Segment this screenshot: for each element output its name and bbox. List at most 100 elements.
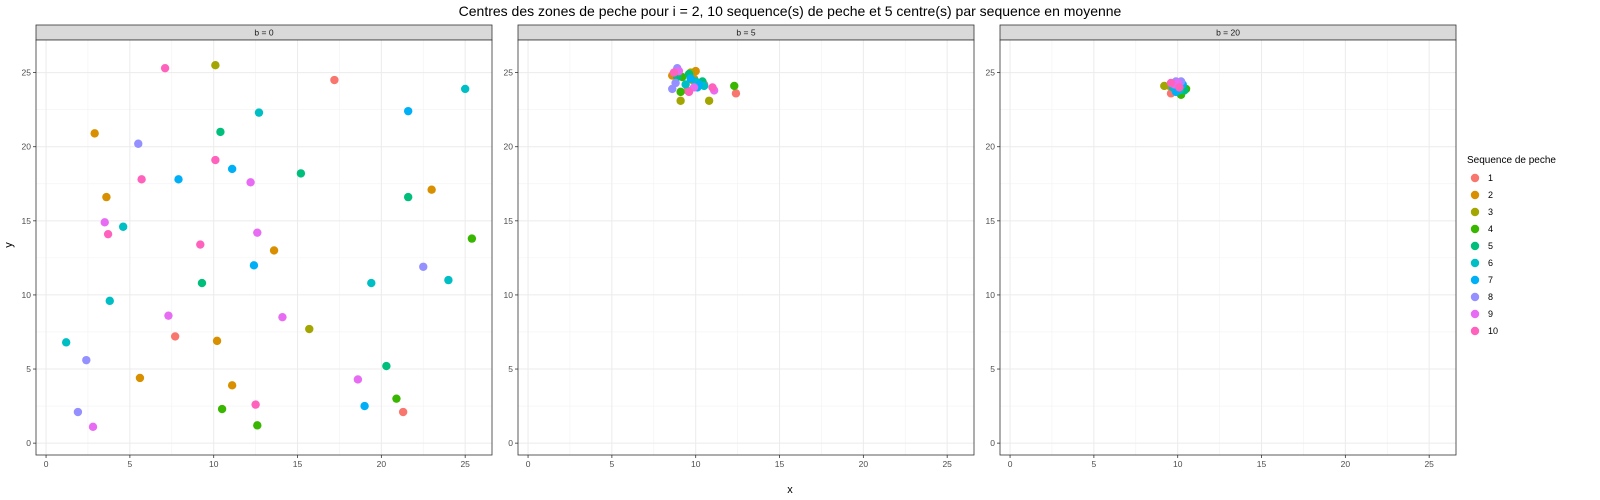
data-point-seq-4 (253, 421, 262, 430)
x-tick-label: 5 (128, 459, 133, 469)
x-tick-label: 20 (377, 459, 387, 469)
data-point-seq-7 (360, 401, 369, 411)
data-point-seq-9 (253, 228, 262, 237)
data-point-seq-5 (382, 361, 391, 371)
data-point-seq-1 (731, 89, 741, 98)
y-tick-label: 20 (504, 142, 514, 152)
legend-key (1470, 309, 1480, 319)
data-point-seq-3 (704, 96, 714, 105)
data-point-seq-5 (197, 278, 207, 288)
legend: Sequence de peche 1 2 3 4 5 6 7 8 9 10 (1467, 155, 1556, 336)
data-point-seq-2 (90, 129, 99, 138)
data-point-seq-2 (269, 246, 279, 255)
data-point-seq-10 (211, 155, 220, 165)
data-point-seq-2 (135, 373, 145, 383)
x-tick-label: 15 (1257, 459, 1267, 469)
data-point-seq-3 (676, 96, 685, 105)
x-tick-label: 5 (610, 459, 615, 469)
x-tick-label: 20 (859, 459, 869, 469)
data-point-seq-7 (403, 106, 413, 116)
legend-label: 6 (1488, 258, 1493, 268)
data-point-seq-8 (134, 139, 143, 148)
x-tick-label: 25 (460, 459, 470, 469)
legend-entry-5: 5 (1470, 241, 1493, 251)
legend-entry-7: 7 (1470, 275, 1493, 285)
y-tick-label: 10 (22, 290, 32, 300)
y-tick-label: 10 (986, 290, 996, 300)
data-point-seq-10 (708, 83, 717, 92)
legend-key (1470, 258, 1480, 268)
legend-label: 9 (1488, 309, 1493, 319)
data-point-seq-9 (246, 178, 255, 187)
legend-key (1470, 275, 1480, 285)
x-tick-label: 20 (1341, 459, 1351, 469)
x-tick-label: 10 (1173, 459, 1183, 469)
plot-background (518, 40, 974, 455)
legend-entry-6: 6 (1470, 258, 1493, 268)
data-point-seq-5 (216, 127, 225, 137)
data-point-seq-3 (305, 324, 314, 334)
facet-strip-label: b = 0 (254, 28, 273, 38)
x-tick-label: 25 (942, 459, 952, 469)
data-point-seq-9 (164, 311, 173, 320)
data-point-seq-10 (1166, 78, 1176, 88)
x-tick-label: 0 (1008, 459, 1013, 469)
data-point-seq-7 (249, 261, 259, 270)
legend-entry-1: 1 (1470, 173, 1493, 183)
facet-panel-2: b = 5 0 5 10 15 20 25 0 5 10 15 20 25 (504, 24, 975, 469)
data-point-seq-1 (170, 332, 180, 341)
x-axis-title: x (787, 484, 793, 496)
data-point-seq-9 (278, 312, 287, 322)
legend-key (1470, 292, 1480, 302)
data-point-seq-8 (73, 407, 83, 417)
data-point-seq-6 (118, 222, 128, 231)
legend-title: Sequence de peche (1467, 155, 1556, 166)
x-tick-label: 15 (293, 459, 303, 469)
data-point-seq-4 (392, 394, 401, 403)
legend-label: 7 (1488, 275, 1493, 285)
data-point-seq-6 (681, 80, 690, 89)
y-tick-label: 5 (508, 364, 513, 374)
legend-label: 4 (1488, 224, 1493, 234)
facet-strip-label: b = 20 (1216, 28, 1240, 38)
data-point-seq-9 (100, 218, 109, 227)
data-point-seq-1 (398, 407, 408, 417)
facet-panel-3: b = 20 0 5 10 15 20 25 0 5 10 15 20 25 (986, 24, 1457, 469)
data-point-seq-9 (88, 422, 98, 432)
y-tick-label: 5 (26, 364, 31, 374)
legend-entry-2: 2 (1470, 190, 1493, 200)
data-point-seq-8 (419, 262, 428, 271)
data-point-seq-2 (212, 336, 222, 346)
data-point-seq-10 (196, 240, 205, 249)
data-point-seq-10 (669, 68, 679, 77)
legend-key (1470, 173, 1480, 183)
legend-label: 3 (1488, 207, 1493, 217)
data-point-seq-7 (174, 175, 183, 184)
x-tick-label: 15 (775, 459, 785, 469)
legend-key (1470, 241, 1480, 251)
data-point-seq-2 (227, 381, 237, 390)
x-tick-label: 5 (1092, 459, 1097, 469)
data-point-seq-1 (330, 75, 339, 85)
y-tick-label: 0 (990, 438, 995, 448)
data-point-seq-6 (254, 108, 264, 117)
data-point-seq-3 (1160, 81, 1169, 91)
y-tick-label: 15 (986, 216, 996, 226)
data-point-seq-6 (460, 84, 470, 94)
data-point-seq-4 (467, 234, 477, 243)
panel-border (999, 39, 1457, 456)
data-point-seq-10 (103, 229, 113, 239)
y-tick-label: 20 (986, 142, 996, 152)
data-point-seq-2 (102, 192, 111, 202)
plot-background (36, 40, 492, 455)
legend-entry-4: 4 (1470, 224, 1493, 234)
legend-entry-9: 9 (1470, 309, 1493, 319)
data-point-seq-10 (137, 175, 146, 184)
data-point-seq-2 (427, 185, 436, 194)
y-tick-label: 5 (990, 364, 995, 374)
y-tick-label: 25 (22, 68, 32, 78)
x-tick-label: 25 (1424, 459, 1434, 469)
panels-layer: b = 0 0 5 10 15 20 25 0 5 10 15 20 25 b = 5 0 5 10 15 20 25… (22, 24, 1457, 469)
data-point-seq-6 (444, 275, 453, 285)
x-tick-label: 0 (526, 459, 531, 469)
